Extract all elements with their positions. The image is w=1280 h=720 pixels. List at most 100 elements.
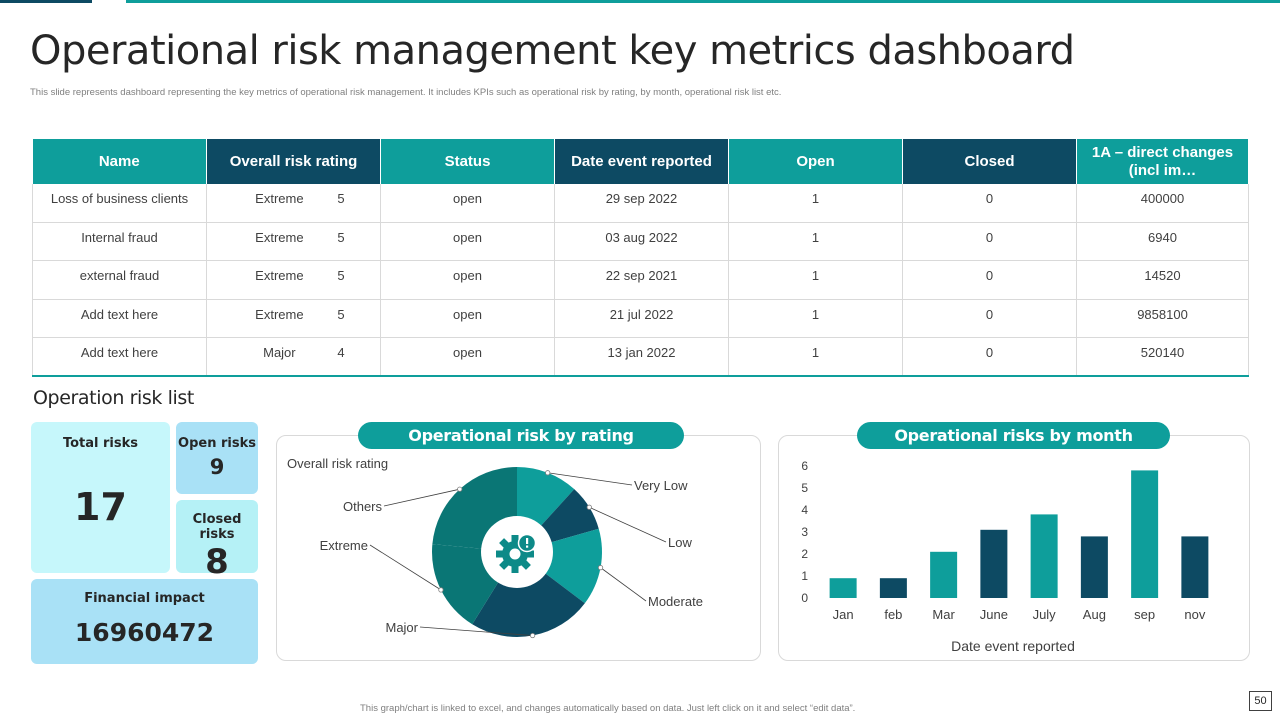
y-tick-label: 2 bbox=[801, 547, 808, 561]
top-accent-bar-teal bbox=[126, 0, 1280, 3]
cell-rating-word: Extreme bbox=[255, 229, 304, 245]
y-tick-label: 6 bbox=[801, 459, 808, 473]
page-title: Operational risk management key metrics … bbox=[30, 28, 1075, 74]
cell-rating-score: 5 bbox=[337, 268, 345, 284]
pie-leader-line bbox=[600, 567, 647, 602]
col-header-status: Status bbox=[380, 139, 555, 184]
month-chart-panel bbox=[778, 435, 1250, 661]
bar-nov bbox=[1181, 536, 1209, 598]
cell-name: Add text here bbox=[32, 337, 207, 377]
cell-open: 1 bbox=[728, 222, 903, 262]
total-risks-card: Total risks 17 bbox=[31, 422, 170, 573]
cell-changes: 9858100 bbox=[1076, 299, 1249, 339]
x-tick-label: Aug bbox=[1083, 607, 1106, 622]
footer-note: This graph/chart is linked to excel, and… bbox=[360, 703, 856, 714]
cell-date: 29 sep 2022 bbox=[554, 184, 729, 223]
pie-leader-dot bbox=[597, 565, 604, 571]
cell-status: open bbox=[380, 337, 555, 377]
table-row: external fraud Extreme 5 open 22 sep 2021 1 0 1… bbox=[32, 260, 1249, 300]
open-risks-card: Open risks 9 bbox=[176, 422, 258, 494]
pie-leader-dot bbox=[438, 587, 444, 593]
cell-changes: 400000 bbox=[1076, 184, 1249, 223]
table-row: Add text here Extreme 5 open 21 jul 2022 1 0 98… bbox=[32, 299, 1249, 339]
pie-leader-dot bbox=[457, 486, 463, 492]
bar-mar bbox=[930, 551, 958, 598]
pie-leader-dot bbox=[586, 504, 592, 510]
col-header-name: Name bbox=[32, 139, 207, 184]
x-tick-label: Jan bbox=[833, 607, 854, 622]
pie-leader-dot bbox=[530, 632, 536, 639]
cell-status: open bbox=[380, 222, 555, 262]
cell-rating-word: Major bbox=[263, 345, 296, 361]
open-risks-value: 9 bbox=[209, 455, 225, 479]
cell-name: Loss of business clients bbox=[32, 184, 207, 223]
pie-label: Others bbox=[343, 499, 383, 514]
cell-changes: 6940 bbox=[1076, 222, 1249, 262]
bar-sep bbox=[1131, 470, 1159, 598]
cell-rating: Extreme 5 bbox=[206, 260, 381, 300]
page-subtitle: This slide represents dashboard represen… bbox=[30, 87, 782, 98]
bar-jan bbox=[829, 578, 857, 598]
col-header-date: Date event reported bbox=[554, 139, 729, 184]
total-risks-label: Total risks bbox=[62, 436, 139, 451]
cell-date: 13 jan 2022 bbox=[554, 337, 729, 377]
closed-risks-value: 8 bbox=[205, 542, 229, 582]
cell-rating-word: Extreme bbox=[255, 191, 304, 206]
cell-rating-word: Extreme bbox=[255, 306, 304, 322]
y-tick-label: 5 bbox=[801, 481, 808, 495]
financial-impact-label: Financial impact bbox=[84, 591, 205, 606]
cell-date: 22 sep 2021 bbox=[554, 260, 729, 300]
bar-june bbox=[980, 529, 1008, 598]
y-tick-label: 1 bbox=[801, 569, 808, 583]
pie-label: Very Low bbox=[634, 478, 688, 493]
pie-label: Extreme bbox=[320, 538, 368, 553]
cell-name: Add text here bbox=[32, 299, 207, 339]
month-bar-chart: 0 1 2 3 4 5 6 Jan feb Mar June July Aug sep nov Date ev… bbox=[801, 459, 1209, 654]
col-header-closed: Closed bbox=[902, 139, 1077, 184]
cell-rating-word: Extreme bbox=[255, 268, 304, 284]
rating-chart-title: Operational risk by rating bbox=[358, 422, 684, 449]
pie-leader-line bbox=[369, 544, 442, 591]
y-tick-label: 0 bbox=[801, 591, 808, 605]
pie-leader-line bbox=[419, 626, 533, 636]
cell-closed: 0 bbox=[902, 260, 1077, 300]
cell-status: open bbox=[380, 299, 555, 339]
cell-changes: 14520 bbox=[1076, 260, 1249, 300]
cell-rating-score: 5 bbox=[337, 306, 345, 322]
bar-aug bbox=[1080, 536, 1108, 598]
cell-rating: Extreme 5 bbox=[206, 299, 381, 339]
cell-status: open bbox=[380, 184, 555, 223]
pie-label: Low bbox=[668, 535, 692, 550]
cell-closed: 0 bbox=[902, 184, 1077, 223]
cell-rating: Extreme 5 bbox=[206, 184, 381, 223]
top-accent-bar-dark bbox=[0, 0, 92, 3]
x-tick-label: nov bbox=[1184, 607, 1205, 622]
cell-name: external fraud bbox=[32, 260, 207, 300]
cell-name: Internal fraud bbox=[32, 222, 207, 262]
pie-leader-line bbox=[589, 506, 667, 543]
cell-rating: Major 4 bbox=[206, 337, 381, 377]
x-axis-label: Date event reported bbox=[951, 638, 1075, 654]
cell-rating-score: 4 bbox=[337, 345, 345, 361]
cell-rating-score: 5 bbox=[337, 229, 345, 245]
table-row: Loss of business clients Extreme 5 open 29 s… bbox=[32, 184, 1249, 223]
table-row: Internal fraud Extreme 5 open 03 aug 2022 1 0 6… bbox=[32, 222, 1249, 262]
bar-feb bbox=[879, 578, 907, 598]
cell-rating: Extreme 5 bbox=[206, 222, 381, 262]
cell-open: 1 bbox=[728, 260, 903, 300]
pie-subtitle: Overall risk rating bbox=[287, 456, 388, 471]
col-header-open: Open bbox=[728, 139, 903, 184]
y-tick-label: 4 bbox=[801, 503, 808, 517]
gear-alert-icon bbox=[496, 533, 537, 573]
cell-open: 1 bbox=[728, 184, 903, 223]
col-header-changes: 1A – direct changes (incl im… bbox=[1076, 139, 1249, 184]
pie-label: Major bbox=[385, 620, 418, 635]
table-row: Add text here Major 4 open 13 jan 2022 1 0 5201… bbox=[32, 337, 1249, 377]
month-chart-title: Operational risks by month bbox=[857, 422, 1170, 449]
cell-open: 1 bbox=[728, 299, 903, 339]
risk-table: Name Overall risk rating Status Date eve… bbox=[32, 139, 1249, 377]
cell-closed: 0 bbox=[902, 337, 1077, 377]
x-tick-label: June bbox=[980, 607, 1008, 622]
x-tick-label: feb bbox=[884, 607, 902, 622]
